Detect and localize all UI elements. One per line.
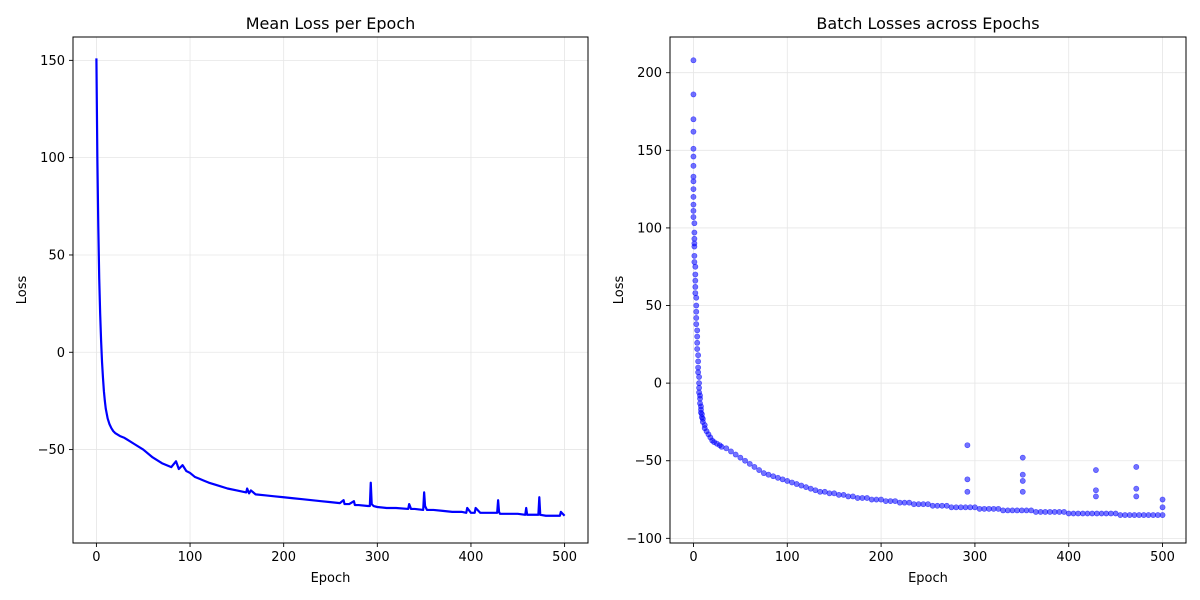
- batch-loss-point: [1093, 493, 1099, 500]
- batch-loss-point: [1019, 471, 1026, 478]
- x-axis-label: Epoch: [311, 571, 351, 586]
- batch-loss-point: [746, 460, 753, 467]
- batch-loss-panel: 0 100 200 300 400 500 −100 −50 0 50 100 150 200 Batch…: [612, 14, 1187, 586]
- y-tick-label: 50: [645, 299, 662, 314]
- batch-loss-point: [690, 214, 697, 220]
- batch-loss-point: [691, 220, 698, 227]
- batch-loss-point: [690, 128, 697, 135]
- batch-loss-point: [732, 451, 739, 458]
- batch-loss-point: [692, 271, 699, 278]
- batch-loss-point: [691, 243, 698, 250]
- batch-loss-point: [1133, 493, 1140, 500]
- x-tick-label: 400: [459, 550, 484, 565]
- batch-loss-point: [723, 445, 730, 452]
- chart-title: Batch Losses across Epochs: [816, 14, 1039, 33]
- y-tick-label: 100: [40, 151, 65, 166]
- batch-loss-point: [1093, 467, 1099, 473]
- batch-loss-point: [692, 277, 699, 284]
- batch-loss-point: [690, 162, 697, 169]
- batch-loss-point: [691, 259, 698, 265]
- batch-loss-point: [1133, 485, 1140, 492]
- y-tick-label: 50: [48, 248, 65, 263]
- batch-loss-point: [695, 358, 702, 365]
- x-tick-label: 400: [1056, 550, 1081, 565]
- y-tick-label: 100: [637, 221, 662, 236]
- batch-loss-point: [1019, 478, 1026, 484]
- batch-loss-point: [690, 145, 697, 152]
- x-tick-label: 100: [775, 550, 800, 565]
- y-tick-label: −100: [626, 532, 662, 547]
- batch-loss-point: [964, 476, 971, 483]
- y-axis-label: Loss: [15, 276, 30, 305]
- batch-loss-point: [1019, 488, 1026, 495]
- batch-loss-point: [696, 374, 702, 380]
- x-tick-label: 300: [962, 550, 987, 565]
- batch-loss-point: [690, 193, 697, 200]
- batch-loss-point: [693, 321, 700, 328]
- batch-loss-point: [1093, 487, 1099, 494]
- plot-frame: [72, 36, 589, 544]
- batch-loss-point: [690, 116, 697, 123]
- y-tick-label: 0: [57, 346, 65, 361]
- x-tick-label: 0: [689, 550, 697, 565]
- batch-loss-point: [690, 178, 697, 185]
- batch-loss-point: [693, 308, 700, 315]
- batch-loss-point: [1019, 454, 1026, 461]
- batch-loss-point: [694, 339, 701, 346]
- batch-loss-point: [692, 290, 699, 297]
- batch-loss-point: [1159, 504, 1166, 511]
- batch-loss-point: [695, 352, 702, 359]
- batch-loss-point: [693, 302, 700, 309]
- y-tick-label: −50: [38, 443, 65, 458]
- x-tick-label: 200: [869, 550, 894, 565]
- x-tick-label: 0: [92, 550, 100, 565]
- x-tick-label: 500: [1150, 550, 1175, 565]
- batch-loss-point: [693, 294, 700, 301]
- batch-loss-point: [756, 467, 763, 473]
- batch-loss-point: [693, 315, 700, 321]
- mean-loss-panel: 0 100 200 300 400 500 −50 0 50 100 150 Mean Loss pe…: [15, 14, 589, 586]
- y-axis-label: Loss: [612, 276, 627, 305]
- batch-loss-point: [737, 454, 744, 461]
- batch-loss-point: [692, 263, 699, 270]
- batch-loss-point: [728, 448, 734, 455]
- batch-loss-point: [690, 207, 697, 214]
- batch-loss-point: [964, 442, 971, 449]
- batch-loss-point: [692, 283, 699, 290]
- plot-frame: [669, 36, 1187, 544]
- batch-loss-point: [1159, 512, 1166, 518]
- x-tick-label: 300: [365, 550, 390, 565]
- batch-loss-point: [691, 252, 698, 259]
- x-tick-label: 500: [552, 550, 577, 565]
- y-tick-label: 0: [654, 377, 662, 392]
- batch-loss-point: [694, 327, 701, 334]
- batch-loss-point: [1159, 496, 1166, 503]
- chart-title: Mean Loss per Epoch: [246, 14, 416, 33]
- batch-loss-point: [690, 57, 697, 64]
- x-tick-label: 200: [271, 550, 296, 565]
- batch-loss-point: [694, 333, 701, 340]
- y-tick-label: 200: [637, 66, 662, 81]
- batch-loss-point: [964, 488, 971, 495]
- batch-loss-point: [690, 91, 697, 98]
- y-tick-label: 150: [40, 54, 65, 69]
- x-axis-label: Epoch: [908, 571, 948, 586]
- batch-loss-point: [751, 464, 758, 470]
- batch-loss-point: [690, 153, 697, 160]
- batch-loss-point: [1133, 464, 1140, 470]
- y-tick-label: −50: [635, 454, 662, 469]
- mean-loss-line: [95, 58, 566, 517]
- batch-loss-point: [690, 186, 697, 193]
- batch-loss-point: [691, 229, 698, 236]
- x-tick-label: 100: [178, 550, 203, 565]
- y-tick-label: 150: [637, 144, 662, 159]
- batch-loss-point: [690, 201, 697, 208]
- batch-loss-point: [695, 369, 702, 376]
- batch-loss-point: [694, 346, 701, 352]
- batch-loss-point: [742, 457, 748, 464]
